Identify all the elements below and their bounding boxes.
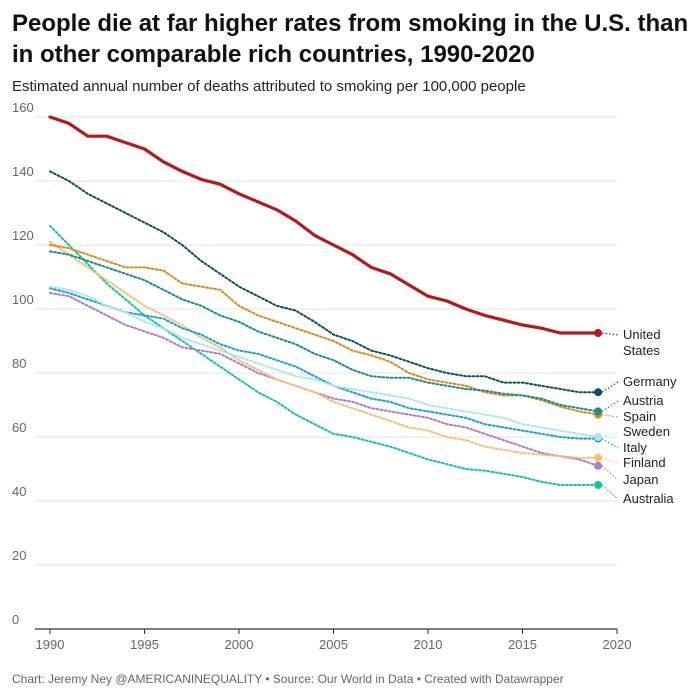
chart-credits: Chart: Jeremy Ney @AMERICANINEQUALITY • … [12, 672, 564, 686]
series-label-line: Austria [623, 393, 664, 408]
label-connector-germany [601, 381, 619, 393]
x-tick-label: 2000 [225, 637, 254, 652]
series-line-sweden [49, 285, 600, 438]
label-connector-spain [602, 414, 619, 418]
label-connector-italy [601, 438, 619, 449]
chart-subtitle: Estimated annual number of deaths attrib… [12, 78, 526, 95]
end-marker-sweden [594, 433, 603, 441]
series-label-spain: Spain [623, 409, 656, 424]
series-labels: United States Germany AustriaSpainSwedenIta… [623, 327, 677, 506]
series-label-austria: Austria [623, 393, 664, 408]
y-tick-label: 0 [12, 612, 19, 627]
label-connector-austria [601, 400, 619, 412]
y-tick-label: 60 [12, 420, 26, 435]
end-marker-united-states [594, 329, 603, 337]
y-tick-label: 100 [12, 292, 34, 307]
series-label-line: States [623, 343, 660, 358]
y-tick-label: 40 [12, 484, 26, 499]
label-connector-united-states [602, 332, 619, 336]
series-line-australia [49, 224, 600, 486]
series-label-line: United [623, 327, 661, 342]
y-tick-label: 80 [12, 356, 26, 371]
end-marker-germany [594, 388, 603, 397]
y-tick-label: 140 [12, 164, 34, 179]
series-label-australia: Australia [623, 491, 674, 506]
series-label-line: Japan [623, 472, 658, 487]
series-label-line: Germany [623, 374, 677, 389]
grid-lines [35, 116, 618, 634]
x-tick-label: 1995 [130, 637, 159, 652]
y-tick-label: 160 [12, 100, 34, 115]
series-lines [48, 115, 600, 486]
label-connector-finland [601, 457, 619, 464]
label-connector-sweden [601, 431, 619, 438]
series-line-japan [49, 292, 600, 467]
series-label-line: Italy [623, 440, 647, 455]
series-line-united-states [48, 115, 600, 335]
end-marker-finland [594, 453, 603, 462]
series-line-spain [49, 244, 600, 416]
y-tick-label: 20 [12, 548, 26, 563]
x-tick-label: 1990 [36, 637, 65, 652]
label-connector-japan [601, 465, 619, 481]
x-tick-label: 2020 [603, 637, 632, 652]
end-marker-japan [594, 461, 603, 470]
chart-title: People die at far higher rates from smok… [12, 10, 689, 68]
series-connectors [601, 332, 619, 500]
label-connector-australia [601, 484, 619, 500]
series-line-austria [49, 250, 600, 413]
x-tick-label: 2005 [319, 637, 348, 652]
series-label-germany: Germany [623, 374, 677, 389]
series-label-finland: Finland [623, 455, 666, 470]
series-label-line: Spain [623, 409, 656, 424]
x-tick-label: 2010 [414, 637, 443, 652]
series-label-sweden: Sweden [623, 424, 670, 439]
x-tick-labels: 1990 1995 2000 2005 2010 2015 2020 [36, 637, 632, 652]
line-chart: 0 20 40 60 80 100 120 140 160 1990 1995 2000 2005 20… [12, 100, 677, 652]
end-marker-austria [594, 407, 603, 416]
series-label-line: Sweden [623, 424, 670, 439]
y-tick-labels: 0 20 40 60 80 100 120 140 160 [12, 100, 34, 627]
series-label-united-states: United States [623, 327, 661, 358]
series-line-finland [49, 240, 600, 459]
end-marker-australia [594, 481, 603, 489]
series-label-italy: Italy [623, 440, 647, 455]
series-line-germany [49, 170, 600, 394]
series-line-italy [49, 287, 600, 440]
y-tick-label: 120 [12, 228, 34, 243]
series-label-line: Finland [623, 455, 666, 470]
x-tick-label: 2015 [508, 637, 537, 652]
series-label-japan: Japan [623, 472, 658, 487]
series-end-markers [594, 329, 603, 489]
series-label-line: Australia [623, 491, 674, 506]
